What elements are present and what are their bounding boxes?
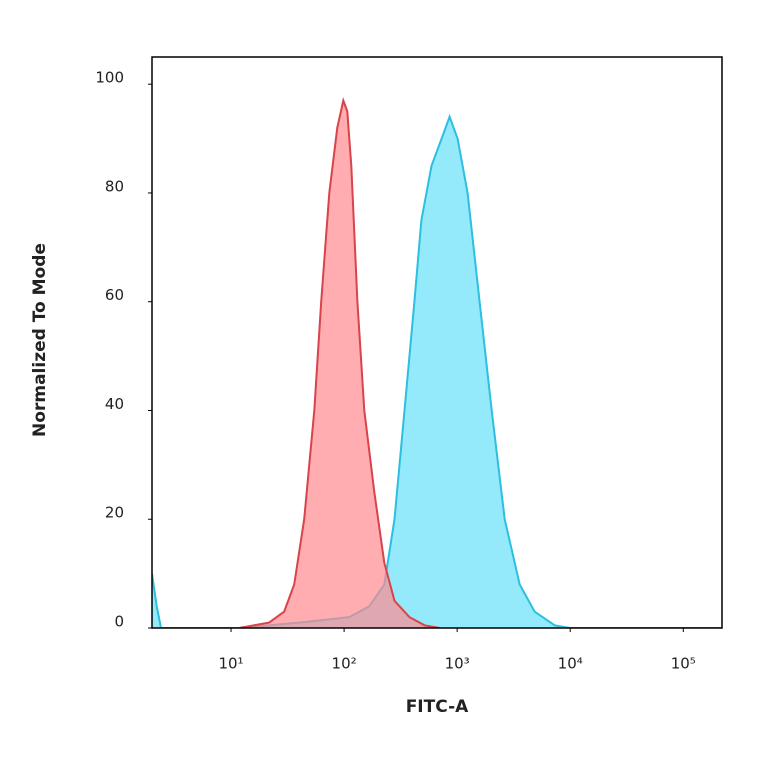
x-axis-title: FITC-A [406, 697, 469, 717]
y-tick-label: 0 [114, 613, 124, 631]
area [239, 100, 440, 628]
y-tick-label: 100 [95, 69, 124, 87]
y-axis-title: Normalized To Mode [30, 243, 50, 437]
y-tick-label: 40 [105, 395, 124, 413]
line [239, 96, 440, 628]
x-tick-label: 10⁴ [558, 655, 583, 673]
y-tick-label: 60 [105, 286, 124, 304]
plot-frame [151, 56, 723, 629]
x-tick-label: 10¹ [218, 655, 243, 673]
area [152, 116, 722, 628]
y-tick-label: 20 [105, 504, 124, 522]
x-tick-label: 10² [332, 655, 357, 673]
y-tick-label: 80 [105, 177, 124, 195]
x-tick-label: 10³ [445, 655, 470, 673]
x-tick-label: 10⁵ [671, 655, 696, 673]
